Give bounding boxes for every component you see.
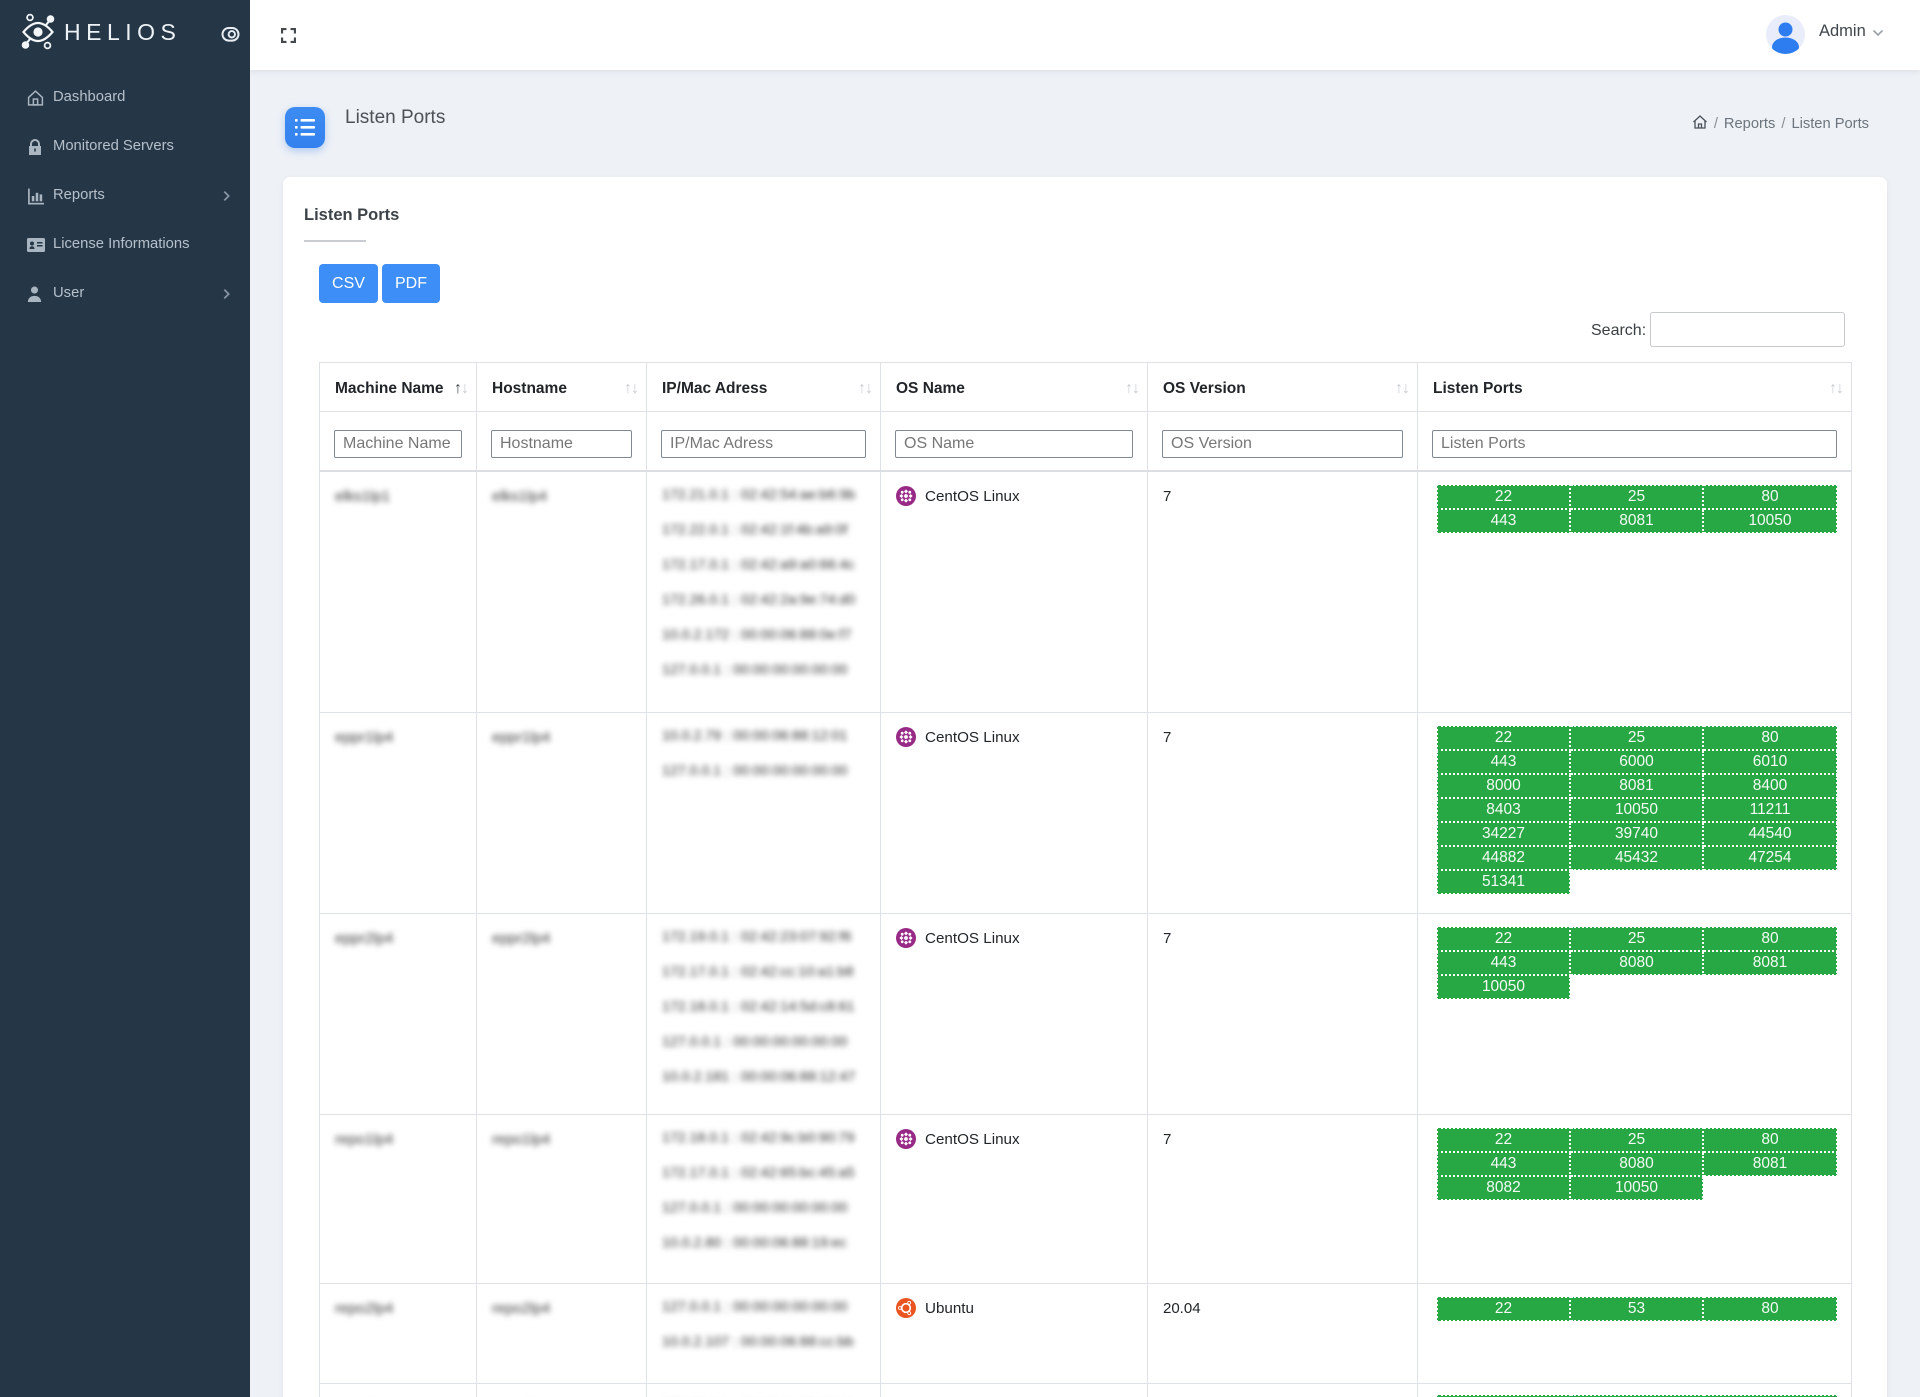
svg-text:HELIOS: HELIOS <box>64 19 181 45</box>
